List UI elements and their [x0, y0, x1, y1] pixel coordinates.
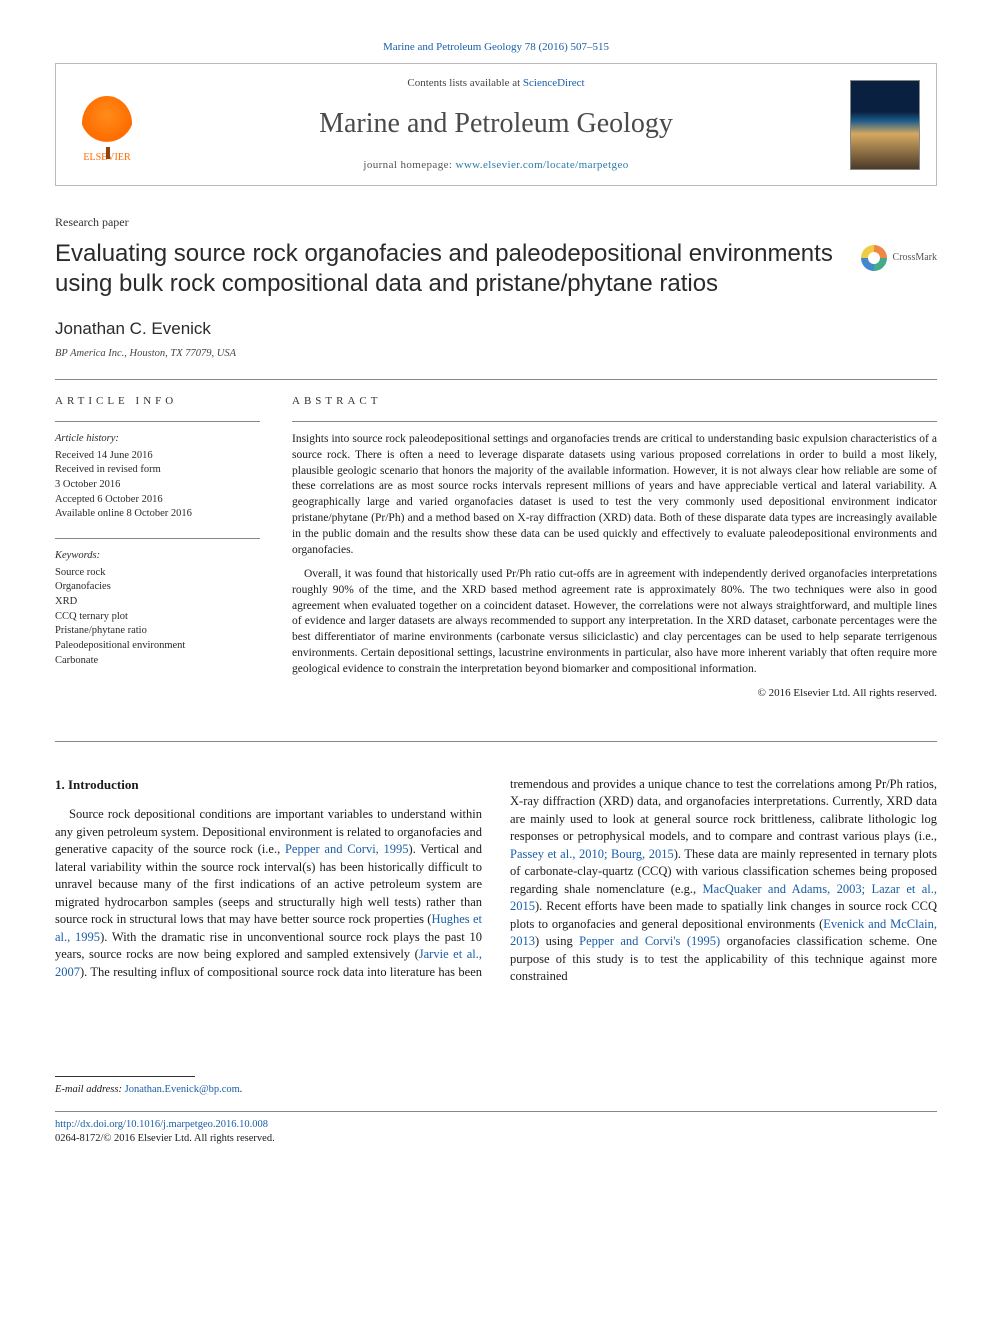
keyword: CCQ ternary plot — [55, 610, 260, 625]
author-name: Jonathan C. Evenick — [55, 318, 937, 341]
paper-title: Evaluating source rock organofacies and … — [55, 239, 841, 300]
sciencedirect-link[interactable]: ScienceDirect — [523, 77, 585, 89]
keyword: Paleodepositional environment — [55, 639, 260, 654]
email-label: E-mail address: — [55, 1084, 125, 1095]
contents-prefix: Contents lists available at — [407, 77, 522, 89]
abstract-copyright: © 2016 Elsevier Ltd. All rights reserved… — [292, 686, 937, 701]
homepage-prefix: journal homepage: — [363, 159, 455, 171]
crossmark-badge[interactable]: CrossMark — [861, 245, 937, 271]
article-info-heading: ARTICLE INFO — [55, 394, 260, 409]
abstract-text: Insights into source rock paleodepositio… — [292, 421, 937, 701]
history-line: 3 October 2016 — [55, 478, 260, 493]
author-affiliation: BP America Inc., Houston, TX 77079, USA — [55, 347, 937, 361]
history-line: Received in revised form — [55, 463, 260, 478]
keyword: Source rock — [55, 566, 260, 581]
citation-link[interactable]: Pepper and Corvi's (1995) — [579, 934, 720, 948]
citation-link[interactable]: Pepper and Corvi, 1995 — [285, 842, 409, 856]
citation-link[interactable]: Passey et al., 2010; Bourg, 2015 — [510, 847, 674, 861]
journal-homepage-link[interactable]: www.elsevier.com/locate/marpetgeo — [455, 159, 628, 171]
abstract-p2: Overall, it was found that historically … — [292, 567, 937, 678]
crossmark-icon — [861, 245, 887, 271]
history-line: Accepted 6 October 2016 — [55, 493, 260, 508]
corresponding-email: E-mail address: Jonathan.Evenick@bp.com. — [55, 1083, 937, 1097]
issn-copyright: 0264-8172/© 2016 Elsevier Ltd. All right… — [55, 1132, 937, 1146]
doi-block: http://dx.doi.org/10.1016/j.marpetgeo.20… — [55, 1111, 937, 1146]
top-citation: Marine and Petroleum Geology 78 (2016) 5… — [55, 40, 937, 55]
keyword: XRD — [55, 595, 260, 610]
journal-header: ELSEVIER Contents lists available at Sci… — [55, 63, 937, 186]
history-line: Received 14 June 2016 — [55, 449, 260, 464]
keyword: Carbonate — [55, 654, 260, 669]
abstract-p1: Insights into source rock paleodepositio… — [292, 432, 937, 559]
journal-name: Marine and Petroleum Geology — [160, 105, 832, 143]
article-history-label: Article history: — [55, 432, 260, 447]
doi-link[interactable]: http://dx.doi.org/10.1016/j.marpetgeo.20… — [55, 1118, 937, 1132]
history-line: Available online 8 October 2016 — [55, 507, 260, 522]
paper-type: Research paper — [55, 214, 937, 230]
abstract-heading: ABSTRACT — [292, 394, 937, 409]
crossmark-label: CrossMark — [893, 251, 937, 265]
journal-cover-thumbnail — [850, 80, 920, 170]
keyword: Pristane/phytane ratio — [55, 624, 260, 639]
elsevier-logo: ELSEVIER — [72, 85, 142, 165]
keywords-label: Keywords: — [55, 549, 260, 564]
contents-available-line: Contents lists available at ScienceDirec… — [160, 76, 832, 91]
article-history-block: Article history: Received 14 June 2016 R… — [55, 421, 260, 522]
intro-heading: 1. Introduction — [55, 776, 482, 794]
intro-paragraph: Source rock depositional conditions are … — [55, 776, 937, 986]
keyword: Organofacies — [55, 580, 260, 595]
journal-homepage-line: journal homepage: www.elsevier.com/locat… — [160, 158, 832, 173]
keywords-block: Keywords: Source rock Organofacies XRD C… — [55, 538, 260, 669]
email-link[interactable]: Jonathan.Evenick@bp.com — [125, 1084, 240, 1095]
body-columns: 1. Introduction Source rock depositional… — [55, 776, 937, 986]
